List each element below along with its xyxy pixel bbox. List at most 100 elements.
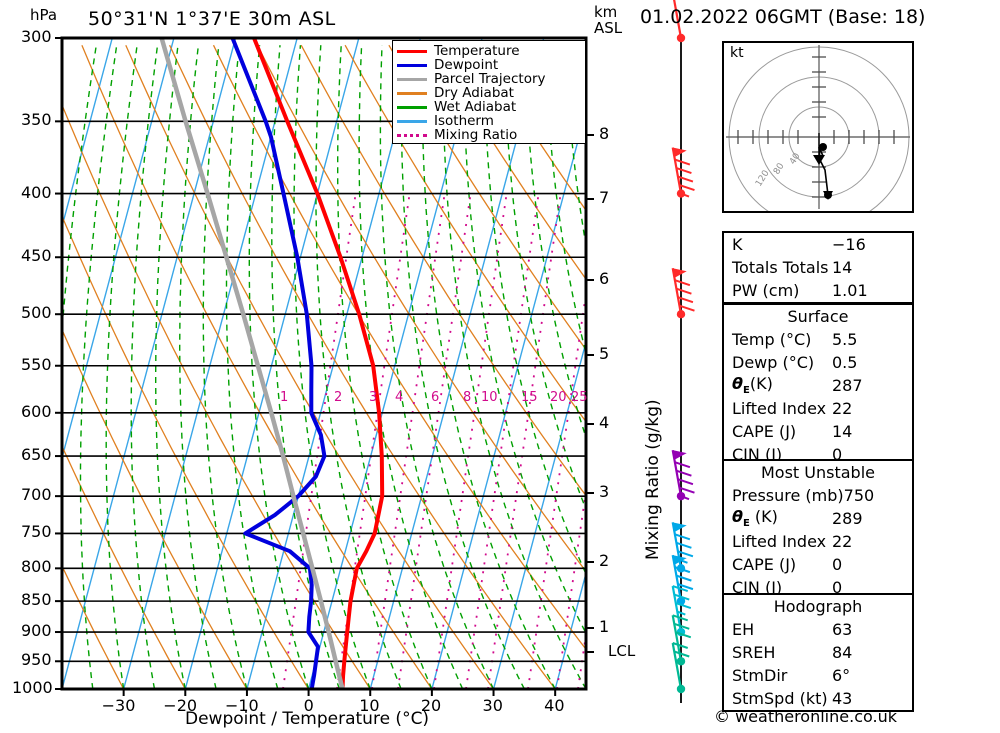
unstable-label: Lifted Index [732,532,827,551]
mixing-ratio-label-6: 6 [431,390,440,405]
legend-swatch-icon [397,63,427,67]
mixing-ratio-label-3: 3 [369,390,378,405]
legend-swatch-icon [397,49,427,53]
pressure-tick-650: 650 [21,445,52,465]
legend-label: Isotherm [434,113,494,129]
surface-label: CAPE (J) [732,422,797,441]
mixing-ratio-axis-title: Mixing Ratio (g/kg) [643,399,663,560]
station-title: 50°31'N 1°37'E 30m ASL [88,8,336,30]
km-tick-7: 7 [599,188,610,207]
pressure-tick-700: 700 [21,485,52,505]
surface-value: 0 [832,445,843,464]
x-tick-30: 30 [482,696,503,715]
hodograph-panel: kt 120 [722,41,914,228]
km-unit-label-1: km [594,3,618,21]
indices-panel: K −16 Totals Totals 14 PW (cm) 1.01 [722,231,914,304]
surface-value: 5.5 [832,330,858,349]
hodostat-row: StmSpd (kt) 43 [724,687,912,710]
unstable-value: 0 [832,578,843,597]
mixing-ratio-label-2: 2 [334,390,343,405]
pressure-tick-1000: 1000 [12,678,53,697]
hodostat-value: 63 [832,620,853,639]
hodograph-stats-panel: Hodograph EH 63 SREH 84 StmDir 6° StmSpd (kt) 43 [722,593,914,712]
surface-row: θE(K) 287 [724,374,912,397]
legend-label: Dry Adiabat [434,85,514,101]
hodostat-row: EH 63 [724,618,912,641]
pressure-tick-800: 800 [21,557,52,577]
unstable-label: CAPE (J) [732,555,797,574]
mixing-ratio-label-8: 8 [463,390,472,405]
hodostat-label: StmSpd (kt) [732,689,828,708]
surface-row: Temp (°C) 5.5 [724,328,912,351]
legend-swatch-icon [397,133,427,137]
index-value: 1.01 [832,281,868,300]
legend-label: Temperature [434,43,520,59]
legend-swatch-icon [397,105,427,109]
surface-row: Dewp (°C) 0.5 [724,351,912,374]
surface-label: Lifted Index [732,399,827,418]
km-tick-8: 8 [599,124,610,143]
unstable-title: Most Unstable [761,463,875,482]
legend-label: Wet Adiabat [434,99,517,115]
surface-title: Surface [787,307,849,326]
x-tick--20: −20 [163,696,198,715]
index-value: 14 [832,258,853,277]
most-unstable-panel: Most Unstable Pressure (mb) 750 θE (K) 289 Li… [722,459,914,601]
legend-swatch-icon [397,77,427,81]
surface-label: θE(K) [732,374,773,397]
hodostat-title: Hodograph [773,597,863,616]
hodostat-row: SREH 84 [724,641,912,664]
unstable-value: 0 [832,555,843,574]
x-tick-20: 20 [420,696,442,715]
legend-item-isotherm: Isotherm [397,113,581,129]
datetime-header: 01.02.2022 06GMT (Base: 18) [640,6,926,28]
index-label: K [732,235,743,254]
unstable-label: Pressure (mb) [732,486,844,505]
surface-row: Lifted Index 22 [724,397,912,420]
pressure-unit-label: hPa [30,6,58,24]
km-tick-6: 6 [599,269,610,288]
km-tick-1: 1 [599,617,610,636]
mixing-ratio-label-4: 4 [395,390,404,405]
legend-label: Mixing Ratio [434,127,518,143]
surface-value: 287 [832,376,863,395]
pressure-tick-500: 500 [21,303,52,323]
index-row: K −16 [724,233,912,256]
km-tick-4: 4 [599,413,610,432]
index-row: Totals Totals 14 [724,256,912,279]
hodograph-ring-label-40: 40 [788,151,803,166]
mixing-ratio-label-20: 20 [550,390,567,405]
pressure-tick-600: 600 [21,401,52,421]
hodograph-ring-label-80: 80 [772,161,787,176]
surface-value: 0.5 [832,353,858,372]
unstable-label: θE (K) [732,507,778,530]
mixing-ratio-label-15: 15 [521,390,538,405]
unstable-value: 22 [832,532,853,551]
pressure-tick-750: 750 [21,522,52,542]
legend-label: Parcel Trajectory [434,71,546,87]
legend-label: Dewpoint [434,57,499,73]
km-tick-3: 3 [599,482,610,501]
pressure-tick-900: 900 [21,621,52,641]
chart-legend: Temperature Dewpoint Parcel Trajectory Dry … [392,40,586,144]
unstable-label: CIN (J) [732,578,783,597]
hodograph-plot: 120 80 40 [726,45,910,228]
x-tick--30: −30 [101,696,136,715]
surface-label: Dewp (°C) [732,353,815,372]
pressure-tick-350: 350 [21,110,52,130]
index-label: PW (cm) [732,281,800,300]
km-unit-label-2: ASL [594,19,623,37]
x-axis-title: Dewpoint / Temperature (°C) [185,709,430,729]
unstable-value: 750 [843,486,875,505]
km-tick-2: 2 [599,551,610,570]
legend-swatch-icon [397,119,427,123]
hodostat-value: 6° [832,666,851,685]
surface-row: CAPE (J) 14 [724,420,912,443]
legend-item-mixing-ratio: Mixing Ratio [397,127,581,143]
unstable-row: θE (K) 289 [724,507,912,530]
pressure-tick-300: 300 [21,27,52,46]
unstable-row: Pressure (mb) 750 [724,484,912,507]
lcl-label: LCL [608,642,636,660]
